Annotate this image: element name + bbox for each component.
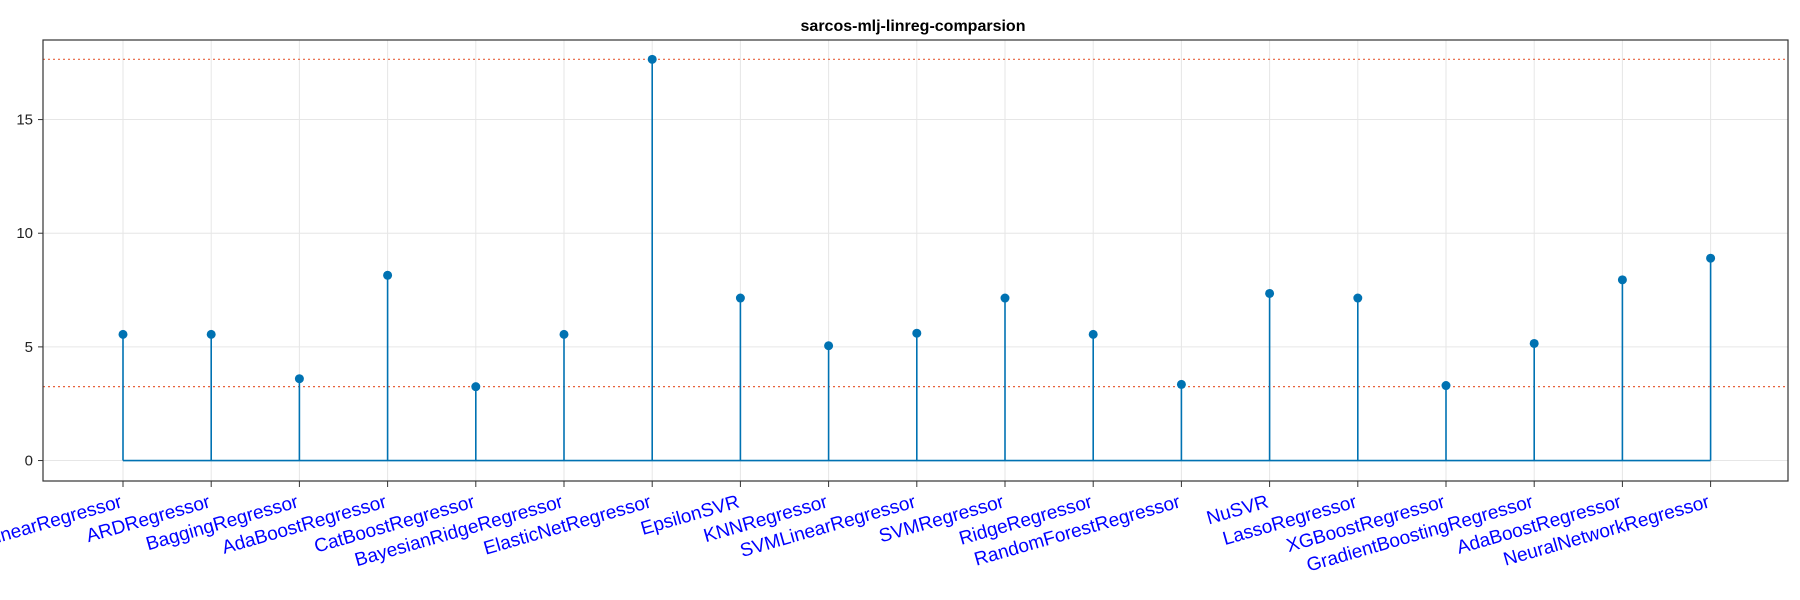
plot-frame [42, 39, 1789, 482]
grid-lines [43, 40, 1788, 481]
chart-title: sarcos-mlj-linreg-comparsion [801, 18, 1026, 35]
stem-point [1617, 275, 1627, 285]
y-tick-label: 10 [16, 225, 33, 242]
stem-point [912, 328, 922, 338]
stem-point [1265, 288, 1275, 298]
stem-point [647, 54, 657, 64]
y-axis-ticks: 0 5 10 15 [16, 112, 43, 470]
y-tick-label: 0 [25, 453, 33, 470]
stem-point [1088, 329, 1098, 339]
y-tick-label: 15 [16, 112, 33, 129]
stem-point [1000, 293, 1010, 303]
stem-point [1176, 379, 1186, 389]
stem-point [471, 382, 481, 392]
y-tick-label: 5 [25, 339, 33, 356]
stem-point [206, 329, 216, 339]
stem-point [735, 293, 745, 303]
stem-point [294, 374, 304, 384]
stem-series [118, 54, 1716, 462]
stem-point [824, 341, 834, 351]
stem-point [118, 329, 128, 339]
stem-point [1529, 338, 1539, 348]
stem-point [1441, 381, 1451, 391]
stem-point [383, 270, 393, 280]
reference-lines [43, 58, 1788, 388]
x-axis-ticks: LinearRegressorARDRegressorBaggingRegres… [0, 481, 1713, 576]
stem-point [1353, 293, 1363, 303]
stem-point [559, 329, 569, 339]
stem-point [1706, 253, 1716, 263]
